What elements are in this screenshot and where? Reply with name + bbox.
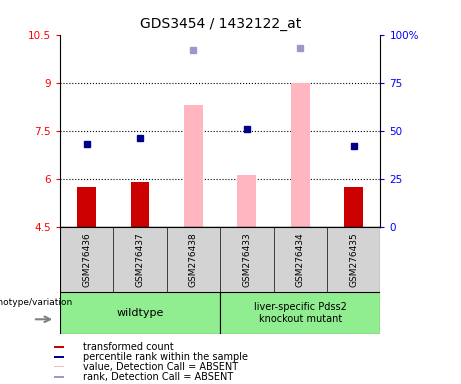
FancyBboxPatch shape: [60, 292, 220, 334]
Text: value, Detection Call = ABSENT: value, Detection Call = ABSENT: [83, 362, 238, 372]
Title: GDS3454 / 1432122_at: GDS3454 / 1432122_at: [140, 17, 301, 31]
Bar: [291, 83, 310, 227]
Text: percentile rank within the sample: percentile rank within the sample: [83, 352, 248, 362]
Bar: [54, 376, 64, 377]
Bar: [344, 187, 363, 227]
Text: GSM276438: GSM276438: [189, 232, 198, 286]
Text: GSM276433: GSM276433: [242, 232, 251, 286]
Text: GSM276435: GSM276435: [349, 232, 358, 286]
Text: transformed count: transformed count: [83, 342, 173, 352]
Text: GSM276436: GSM276436: [82, 232, 91, 286]
Text: GSM276437: GSM276437: [136, 232, 145, 286]
Text: GSM276434: GSM276434: [296, 232, 305, 286]
FancyBboxPatch shape: [60, 227, 380, 292]
Bar: [237, 175, 256, 227]
Bar: [54, 346, 64, 348]
FancyBboxPatch shape: [220, 292, 380, 334]
Bar: [130, 182, 149, 227]
Text: rank, Detection Call = ABSENT: rank, Detection Call = ABSENT: [83, 372, 233, 382]
Bar: [54, 356, 64, 358]
Bar: [77, 187, 96, 227]
Bar: [184, 105, 203, 227]
Text: liver-specific Pdss2
knockout mutant: liver-specific Pdss2 knockout mutant: [254, 302, 347, 324]
Bar: [54, 366, 64, 367]
Text: genotype/variation: genotype/variation: [0, 298, 73, 307]
Text: wildtype: wildtype: [116, 308, 164, 318]
